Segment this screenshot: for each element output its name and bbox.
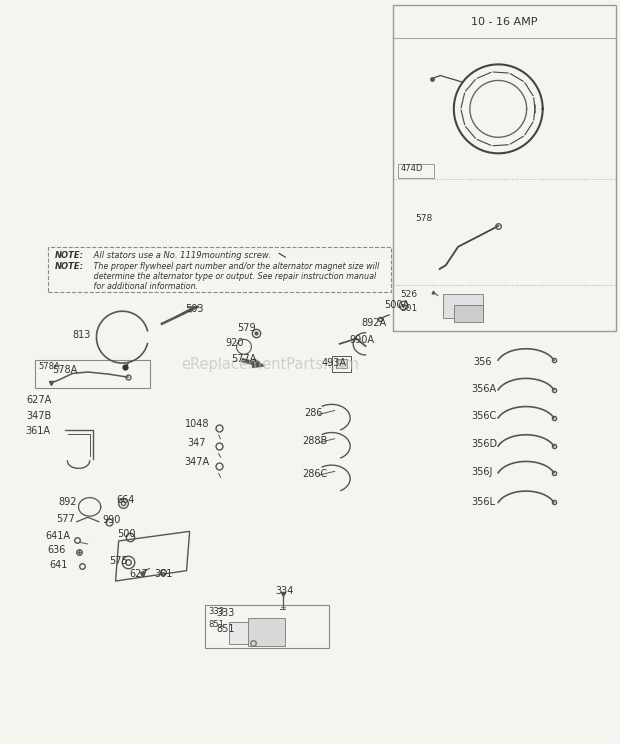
- Text: 627: 627: [129, 568, 148, 579]
- Text: for additional information.: for additional information.: [91, 282, 198, 292]
- Text: 577: 577: [56, 514, 75, 524]
- Text: 500A: 500A: [384, 301, 409, 310]
- Bar: [229, 622, 253, 644]
- Text: 578A: 578A: [38, 362, 60, 371]
- Text: 578A: 578A: [53, 365, 78, 375]
- Text: eReplacementParts.com: eReplacementParts.com: [181, 357, 359, 372]
- Text: 577A: 577A: [231, 353, 257, 364]
- Text: 10 - 16 AMP: 10 - 16 AMP: [471, 17, 538, 27]
- Bar: [336, 359, 347, 368]
- Text: 356A: 356A: [472, 384, 497, 394]
- Bar: [35, 360, 149, 388]
- Text: 347A: 347A: [184, 458, 209, 467]
- Text: 286: 286: [304, 408, 322, 418]
- Text: 664: 664: [117, 496, 135, 505]
- Text: 526: 526: [401, 290, 418, 300]
- Text: 990: 990: [102, 516, 120, 525]
- Text: 347B: 347B: [26, 411, 51, 421]
- Text: The proper flywheel part number and/or the alternator magnet size will: The proper flywheel part number and/or t…: [91, 262, 379, 271]
- Text: 356: 356: [474, 357, 492, 368]
- Text: 579: 579: [237, 323, 256, 333]
- Bar: [248, 618, 285, 647]
- Text: 288B: 288B: [303, 436, 328, 446]
- Bar: [398, 164, 434, 178]
- Text: 503: 503: [185, 304, 204, 314]
- Text: 578: 578: [415, 214, 432, 223]
- Text: 920: 920: [226, 338, 244, 348]
- Text: determine the alternator type or output. See repair instruction manual: determine the alternator type or output.…: [91, 272, 376, 281]
- Text: 356J: 356J: [472, 467, 493, 477]
- Text: 892A: 892A: [361, 318, 386, 328]
- Text: 575: 575: [109, 556, 128, 566]
- Text: NOTE:: NOTE:: [55, 262, 84, 271]
- Text: 347: 347: [187, 438, 206, 448]
- Text: 333: 333: [217, 608, 235, 618]
- Text: 500: 500: [117, 529, 136, 539]
- Bar: [454, 304, 484, 322]
- Text: 361: 361: [154, 568, 173, 579]
- Text: 627A: 627A: [26, 395, 51, 405]
- Text: 286C: 286C: [303, 469, 328, 478]
- Text: 641: 641: [49, 559, 68, 570]
- Text: 1048: 1048: [185, 419, 210, 429]
- Text: 813: 813: [73, 330, 91, 340]
- Text: 474D: 474D: [401, 164, 423, 173]
- Text: 641A: 641A: [46, 530, 71, 541]
- Text: 333: 333: [208, 607, 224, 616]
- Text: 501: 501: [401, 304, 418, 312]
- Text: 851: 851: [217, 624, 236, 634]
- Text: 334: 334: [275, 586, 294, 596]
- Text: 990A: 990A: [349, 335, 374, 345]
- Text: 356C: 356C: [472, 411, 497, 421]
- Text: NOTE:: NOTE:: [55, 251, 84, 260]
- Text: 361A: 361A: [25, 426, 50, 436]
- Bar: [205, 605, 329, 648]
- Text: 851: 851: [208, 620, 224, 629]
- Text: 892: 892: [59, 497, 78, 507]
- FancyArrow shape: [242, 359, 264, 368]
- Text: 356D: 356D: [472, 439, 498, 449]
- Bar: [332, 356, 352, 372]
- Bar: [48, 248, 391, 292]
- Text: 636: 636: [48, 545, 66, 555]
- Bar: [443, 294, 483, 318]
- Text: 493A: 493A: [321, 358, 346, 368]
- Text: 356L: 356L: [472, 497, 496, 507]
- Bar: [393, 5, 616, 331]
- Text: All stators use a No. 1119mounting screw.: All stators use a No. 1119mounting screw…: [91, 251, 271, 260]
